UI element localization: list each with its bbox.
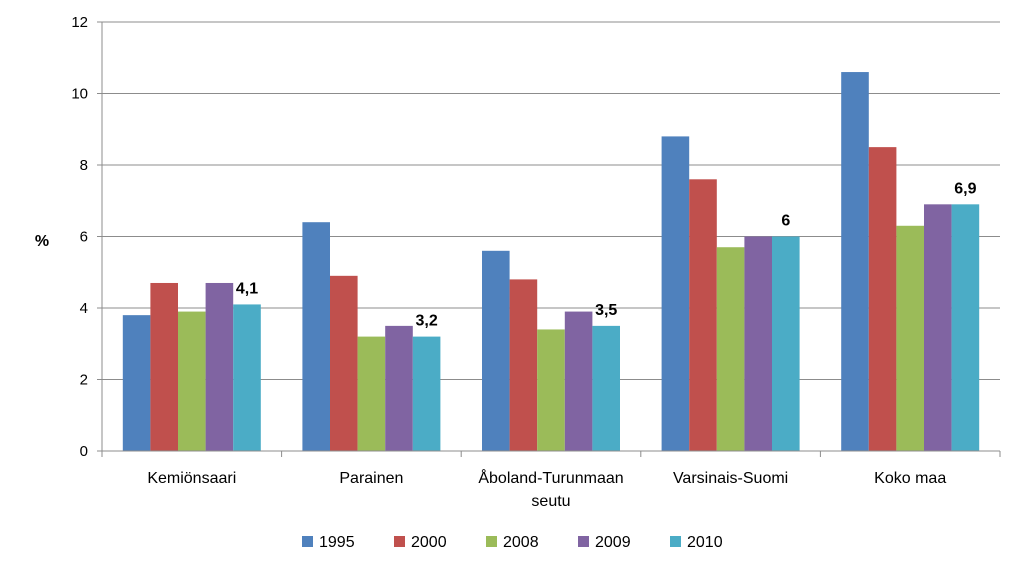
legend-label: 2010 (687, 534, 723, 551)
y-tick-label: 2 (80, 372, 88, 389)
data-labels: 4,1 3,2 3,5 6 6,9 (236, 180, 977, 329)
legend-swatch (302, 536, 313, 547)
y-tick-label: 10 (71, 86, 88, 103)
bar-2010-4 (772, 236, 800, 451)
bar-2000-2 (330, 275, 358, 451)
legend-label: 2000 (411, 534, 447, 551)
bar-2009-2 (385, 325, 413, 451)
y-tick-label: 6 (80, 229, 88, 246)
bar-1995-1 (122, 315, 151, 451)
y-tick-label: 12 (71, 14, 88, 31)
bar-2008-1 (178, 311, 206, 451)
data-label: 3,2 (415, 313, 437, 330)
bar-2008-4 (716, 247, 745, 451)
bar-2000-4 (689, 179, 717, 452)
bar-2000-1 (150, 282, 178, 451)
y-tick-labels: 0 2 4 6 8 10 12 (71, 14, 102, 460)
bars (122, 72, 980, 452)
x-category-label: Kemiönsaari (147, 470, 236, 487)
bar-2008-2 (357, 336, 386, 451)
bar-2010-1 (233, 304, 261, 451)
data-label: 6,9 (954, 180, 976, 197)
data-label: 6 (781, 213, 790, 230)
legend-swatch (670, 536, 681, 547)
bar-1995-5 (841, 72, 869, 452)
x-category-label: Koko maa (874, 470, 946, 487)
y-tick-label: 8 (80, 157, 88, 174)
bar-2009-1 (205, 282, 234, 451)
legend-swatch (578, 536, 589, 547)
y-tick-label: 0 (80, 443, 88, 460)
legend-swatch (394, 536, 405, 547)
legend: 1995 2000 2008 2009 2010 (302, 534, 723, 551)
bar-1995-3 (482, 250, 510, 451)
y-axis-label: % (35, 233, 49, 250)
legend-swatch (486, 536, 497, 547)
bar-2009-3 (564, 311, 593, 451)
bar-2009-5 (924, 204, 952, 451)
bar-2010-3 (592, 325, 620, 451)
data-label: 3,5 (595, 302, 617, 319)
bar-2000-3 (509, 279, 538, 451)
x-category-label: Parainen (339, 470, 403, 487)
bar-2008-3 (537, 329, 565, 451)
bar-2008-5 (896, 225, 924, 451)
bar-1995-2 (302, 222, 330, 451)
x-category-label: Åboland-Turunmaan seutu (478, 468, 623, 510)
bar-2000-5 (868, 147, 897, 451)
x-category-labels: Kemiönsaari Parainen Åboland-Turunmaan seut… (147, 468, 946, 510)
legend-label: 2008 (503, 534, 539, 551)
legend-label: 2009 (595, 534, 631, 551)
bar-2010-2 (412, 336, 441, 451)
bar-1995-4 (661, 136, 690, 451)
bar-2010-5 (951, 204, 980, 451)
data-label: 4,1 (236, 280, 258, 297)
x-category-label: Varsinais-Suomi (673, 470, 788, 487)
y-tick-label: 4 (80, 300, 88, 317)
bar-2009-4 (744, 236, 772, 451)
legend-label: 1995 (319, 534, 355, 551)
